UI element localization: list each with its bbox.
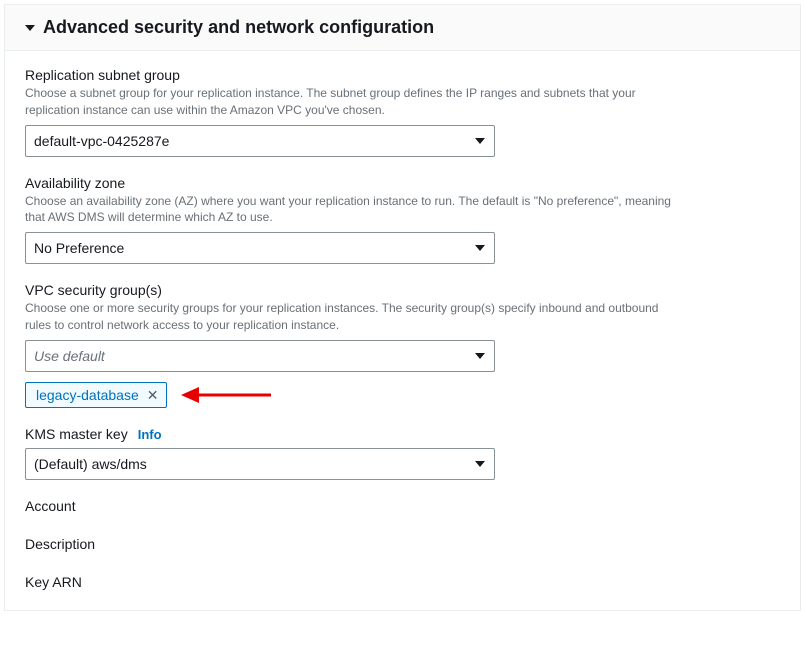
kms-select-wrap: (Default) aws/dms (25, 448, 495, 480)
az-label: Availability zone (25, 175, 780, 191)
key-arn-label: Key ARN (25, 574, 780, 590)
subnet-group-desc: Choose a subnet group for your replicati… (25, 85, 685, 119)
az-value: No Preference (34, 240, 124, 256)
kms-label-row: KMS master key Info (25, 426, 780, 444)
az-desc: Choose an availability zone (AZ) where y… (25, 193, 685, 227)
sg-placeholder: Use default (34, 348, 105, 364)
sg-select-wrap: Use default (25, 340, 495, 372)
sg-tag-label: legacy-database (36, 387, 139, 403)
description-label: Description (25, 536, 780, 552)
arrow-left-icon (181, 387, 199, 403)
advanced-security-panel: Advanced security and network configurat… (4, 4, 801, 611)
kms-select[interactable]: (Default) aws/dms (25, 448, 495, 480)
kms-info-link[interactable]: Info (138, 427, 162, 442)
sg-select[interactable]: Use default (25, 340, 495, 372)
field-subnet-group: Replication subnet group Choose a subnet… (25, 67, 780, 157)
subnet-group-label: Replication subnet group (25, 67, 780, 83)
sg-tag-row: legacy-database ✕ (25, 382, 780, 408)
panel-header[interactable]: Advanced security and network configurat… (5, 5, 800, 51)
kms-label: KMS master key (25, 426, 128, 442)
kms-value: (Default) aws/dms (34, 456, 147, 472)
account-label: Account (25, 498, 780, 514)
subnet-group-value: default-vpc-0425287e (34, 133, 169, 149)
arrow-line (199, 393, 271, 396)
az-select-wrap: No Preference (25, 232, 495, 264)
sg-tag-legacy-database: legacy-database ✕ (25, 382, 167, 408)
annotation-arrow (181, 387, 271, 403)
az-select[interactable]: No Preference (25, 232, 495, 264)
caret-down-icon (25, 25, 35, 31)
sg-desc: Choose one or more security groups for y… (25, 300, 685, 334)
field-kms-key: KMS master key Info (Default) aws/dms (25, 426, 780, 480)
panel-body: Replication subnet group Choose a subnet… (5, 51, 800, 610)
sg-label: VPC security group(s) (25, 282, 780, 298)
subnet-group-select[interactable]: default-vpc-0425287e (25, 125, 495, 157)
panel-title: Advanced security and network configurat… (43, 17, 434, 38)
field-security-groups: VPC security group(s) Choose one or more… (25, 282, 780, 408)
field-availability-zone: Availability zone Choose an availability… (25, 175, 780, 265)
subnet-group-select-wrap: default-vpc-0425287e (25, 125, 495, 157)
remove-tag-icon[interactable]: ✕ (147, 388, 159, 402)
